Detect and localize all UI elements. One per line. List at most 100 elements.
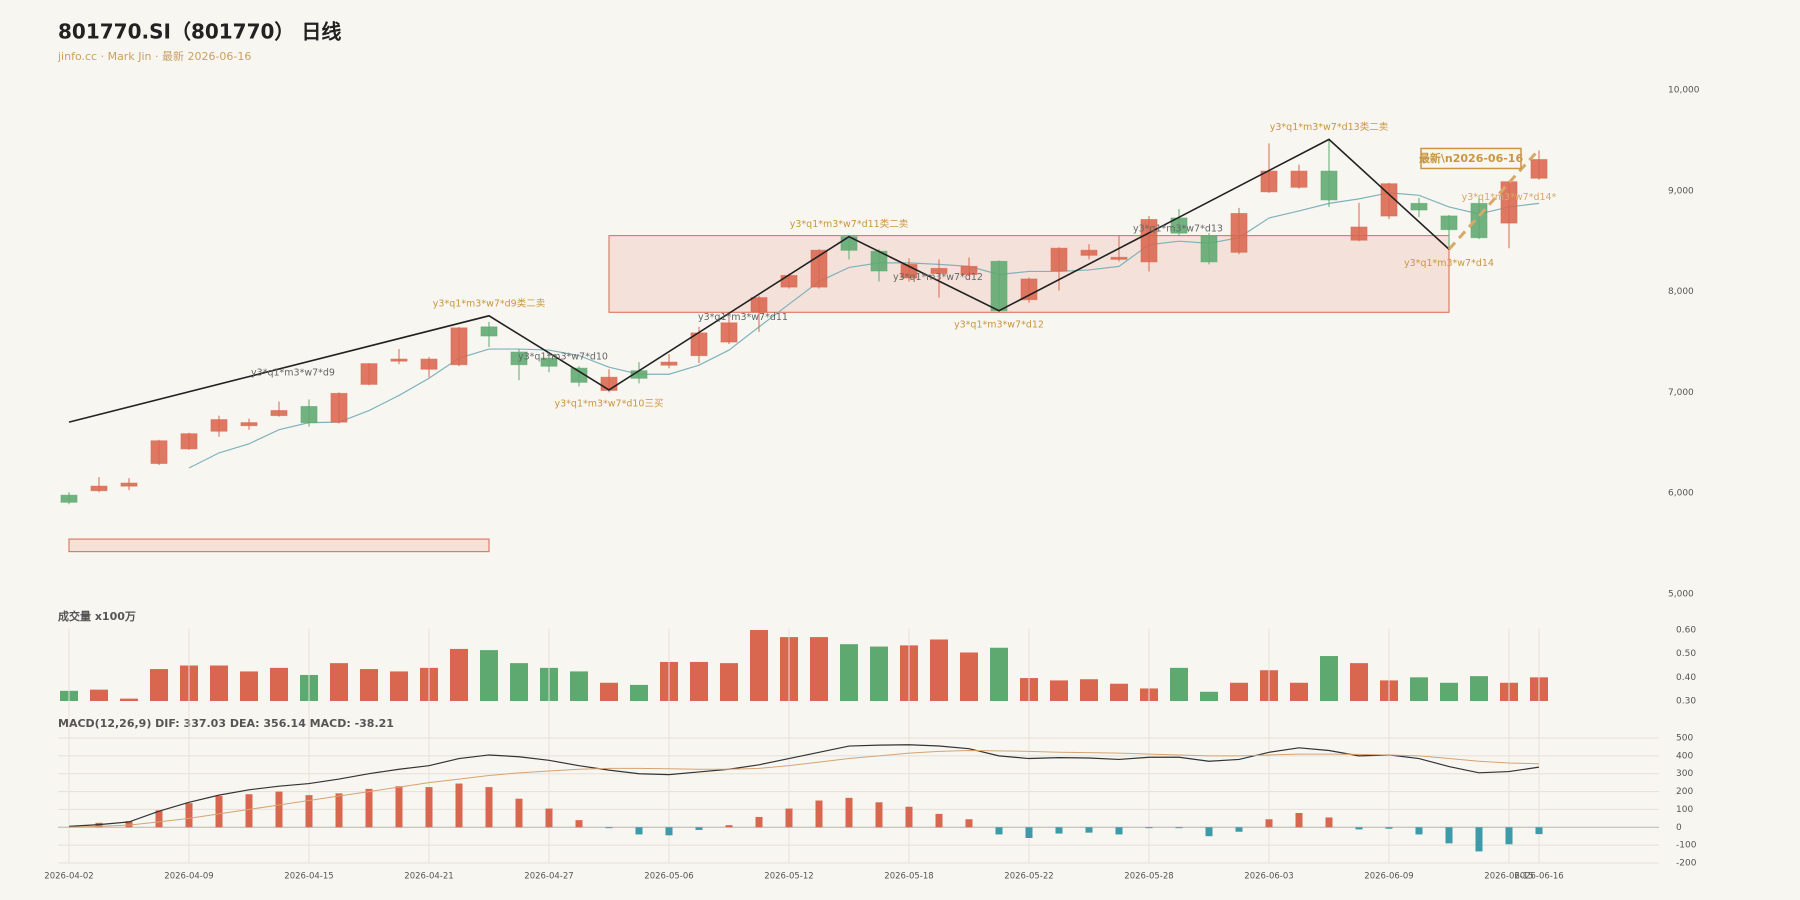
- volume-bar: [240, 671, 258, 701]
- segment-label: y3*q1*m3*w7*d10: [518, 351, 608, 362]
- volume-bar: [90, 689, 108, 701]
- y-tick-label: 200: [1676, 787, 1693, 797]
- macd-bar: [1355, 827, 1363, 830]
- pivot-zone: [68, 538, 490, 553]
- volume-bar: [1080, 679, 1098, 701]
- x-tick-label: 2026-05-12: [764, 872, 813, 882]
- volume-bar: [930, 639, 948, 701]
- macd-bar: [1175, 827, 1183, 829]
- y-tick-label: 0.40: [1676, 673, 1696, 683]
- volume-title: 成交量 x100万: [58, 609, 136, 623]
- pivot-label: y3*q1*m3*w7*d11类二卖: [790, 218, 908, 230]
- y-tick-label: 7,000: [1668, 388, 1694, 398]
- macd-bar: [245, 794, 253, 828]
- x-tick-label: 2026-06-03: [1244, 872, 1293, 882]
- candle-body: [1080, 249, 1098, 256]
- candle-body: [1320, 170, 1338, 201]
- y-tick-label: 5,000: [1668, 590, 1694, 600]
- volume-bar: [960, 652, 978, 701]
- candle-body: [1110, 256, 1128, 260]
- volume-bar: [570, 671, 588, 701]
- macd-bar: [995, 827, 1003, 835]
- macd-line: [68, 744, 1540, 827]
- pivot-label: y3*q1*m3*w7*d12: [954, 319, 1044, 330]
- y-tick-label: -200: [1676, 859, 1697, 869]
- candle-body: [120, 482, 138, 487]
- y-tick-label: 8,000: [1668, 287, 1694, 297]
- candle-body: [360, 363, 378, 385]
- macd-bar: [515, 798, 523, 828]
- candle-body: [150, 440, 168, 464]
- candle-body: [930, 267, 948, 274]
- volume-bar: [630, 684, 648, 701]
- candle-body: [600, 376, 618, 391]
- macd-bar: [575, 820, 583, 828]
- volume-bar: [1350, 663, 1368, 701]
- volume-bar: [810, 637, 828, 701]
- volume-bar: [840, 644, 858, 701]
- candle-body: [90, 485, 108, 492]
- candle-body: [270, 410, 288, 417]
- macd-bar: [1295, 813, 1303, 828]
- volume-bar: [510, 663, 528, 701]
- volume-bar: [600, 682, 618, 701]
- macd-bar: [815, 800, 823, 828]
- macd-bar: [1055, 827, 1063, 834]
- candle-body: [420, 358, 438, 370]
- macd-bar: [1265, 819, 1273, 828]
- candle-body: [1440, 215, 1458, 231]
- macd-bar: [395, 786, 403, 828]
- candle-body: [960, 265, 978, 275]
- candle-body: [450, 327, 468, 366]
- volume-bar: [870, 646, 888, 701]
- candle-body: [1530, 159, 1548, 179]
- macd-bar: [965, 819, 973, 828]
- x-tick-label: 2026-04-21: [404, 872, 453, 882]
- ma-line: [188, 192, 1540, 469]
- candle-body: [330, 392, 348, 423]
- volume-bar: [210, 665, 228, 701]
- macd-bar: [125, 821, 133, 828]
- y-tick-label: 0.60: [1676, 626, 1696, 636]
- candle-body: [990, 260, 1008, 312]
- volume-bar: [1410, 677, 1428, 701]
- macd-bar: [695, 827, 703, 830]
- candle-body: [660, 361, 678, 366]
- macd-bar: [485, 787, 493, 828]
- macd-bar: [1445, 827, 1453, 844]
- y-tick-label: 500: [1676, 734, 1693, 744]
- macd-bar: [605, 827, 613, 829]
- macd-bar: [785, 808, 793, 828]
- volume-bar: [1200, 691, 1218, 701]
- macd-bar: [455, 783, 463, 828]
- macd-bar: [875, 802, 883, 828]
- macd-bar: [215, 796, 223, 828]
- volume-bar: [1050, 680, 1068, 701]
- candle-body: [300, 406, 318, 424]
- candle-body: [1410, 202, 1428, 211]
- macd-bar: [185, 803, 193, 828]
- macd-bar: [1025, 827, 1033, 838]
- volume-bar: [720, 663, 738, 701]
- y-tick-label: 0.30: [1676, 697, 1696, 707]
- macd-bar: [365, 788, 373, 828]
- macd-bar: [1475, 827, 1483, 852]
- latest-label: 最新\n2026-06-16: [1419, 151, 1524, 165]
- x-tick-label: 2026-05-22: [1004, 872, 1053, 882]
- candle-body: [1380, 183, 1398, 217]
- y-tick-label: 9,000: [1668, 186, 1694, 196]
- x-tick-label: 2026-04-27: [524, 872, 573, 882]
- volume-bar: [690, 661, 708, 701]
- macd-bar: [635, 827, 643, 835]
- candle-body: [1350, 226, 1368, 241]
- x-tick-label: 2026-04-02: [44, 872, 93, 882]
- candle-body: [570, 367, 588, 383]
- y-tick-label: 0: [1676, 823, 1682, 833]
- x-tick-label: 2026-06-16: [1514, 872, 1563, 882]
- x-tick-label: 2026-06-09: [1364, 872, 1413, 882]
- macd-bar: [755, 816, 763, 828]
- chart-title: 801770.SI（801770） 日线: [58, 20, 341, 44]
- x-tick-label: 2026-05-06: [644, 872, 693, 882]
- y-tick-label: 100: [1676, 805, 1693, 815]
- y-tick-label: 300: [1676, 769, 1693, 779]
